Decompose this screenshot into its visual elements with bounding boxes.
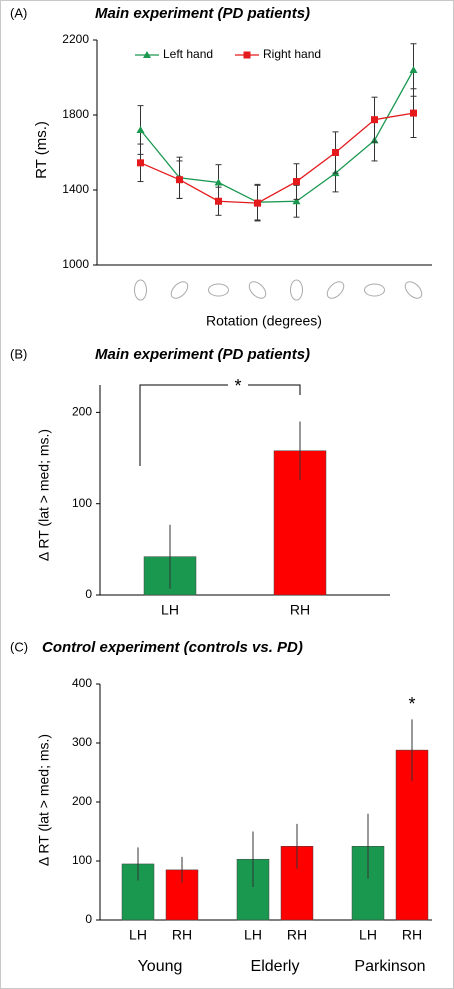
- panel-label: (A): [10, 5, 27, 20]
- marker: [176, 176, 183, 184]
- marker: [254, 199, 261, 207]
- marker: [137, 159, 144, 167]
- series-label: LH: [244, 927, 262, 943]
- rotation-icon: [404, 281, 423, 299]
- legend-label: Right hand: [263, 47, 321, 61]
- series-label: RH: [172, 927, 192, 943]
- rotation-icon: [290, 279, 303, 301]
- annotation: *: [234, 376, 241, 396]
- y-tick-label: 300: [72, 735, 92, 749]
- y-tick-label: 0: [85, 912, 92, 926]
- hand-outline: [134, 279, 147, 301]
- marker: [292, 197, 301, 205]
- hand-outline: [170, 281, 189, 299]
- y-tick-label: 100: [72, 496, 92, 510]
- x-axis-label: Rotation (degrees): [206, 313, 322, 329]
- hand-outline: [364, 283, 385, 297]
- series-label: RH: [287, 927, 307, 943]
- marker: [409, 66, 418, 73]
- y-tick-label: 200: [72, 794, 92, 808]
- legend-marker: [243, 51, 251, 59]
- legend-label: Left hand: [163, 47, 213, 61]
- y-tick-label: 1800: [62, 107, 89, 121]
- y-tick-label: 2200: [62, 32, 89, 46]
- series-line: [140, 112, 414, 204]
- hand-outline: [208, 283, 229, 297]
- chart-title: Control experiment (controls vs. PD): [42, 639, 303, 656]
- rotation-icon: [326, 281, 345, 299]
- rotation-icon: [134, 279, 147, 301]
- significance-bracket: [139, 384, 228, 466]
- y-tick-label: 200: [72, 405, 92, 419]
- y-tick-label: 1400: [62, 182, 89, 196]
- series-label: LH: [129, 927, 147, 943]
- y-tick-label: 0: [85, 587, 92, 601]
- chart-title: Main experiment (PD patients): [95, 5, 310, 22]
- y-axis-label: RT (ms.): [33, 121, 50, 179]
- y-tick-label: 100: [72, 853, 92, 867]
- marker: [293, 178, 300, 186]
- marker: [332, 149, 339, 156]
- marker: [136, 126, 145, 133]
- series-label: LH: [359, 927, 377, 943]
- x-group-label: Young: [138, 958, 183, 975]
- marker: [371, 116, 378, 124]
- y-tick-label: 1000: [62, 257, 89, 271]
- rotation-icon: [364, 283, 385, 297]
- marker: [214, 178, 223, 186]
- panel-label: (B): [10, 346, 27, 361]
- rotation-icon: [248, 281, 267, 299]
- chart-title: Main experiment (PD patients): [95, 346, 310, 363]
- panel-label: (C): [10, 639, 28, 654]
- hand-outline: [404, 281, 423, 299]
- hand-outline: [326, 281, 345, 299]
- marker: [215, 197, 222, 205]
- hand-outline: [248, 281, 267, 299]
- legend-marker: [143, 51, 151, 58]
- series-label: RH: [402, 927, 422, 943]
- marker: [410, 109, 417, 117]
- x-group-label: Elderly: [251, 958, 300, 975]
- x-tick-label: RH: [290, 602, 310, 618]
- series-line: [139, 69, 415, 203]
- y-tick-label: 400: [72, 676, 92, 690]
- hand-outline: [290, 279, 303, 301]
- x-group-label: Parkinson: [354, 958, 425, 975]
- y-axis-label: Δ RT (lat > med; ms.): [36, 429, 52, 561]
- annotation: *: [408, 694, 415, 714]
- significance-bracket: [248, 384, 301, 395]
- rotation-icon: [170, 281, 189, 299]
- y-axis-label: Δ RT (lat > med; ms.): [36, 734, 52, 866]
- x-tick-label: LH: [161, 602, 179, 618]
- rotation-icon: [208, 283, 229, 297]
